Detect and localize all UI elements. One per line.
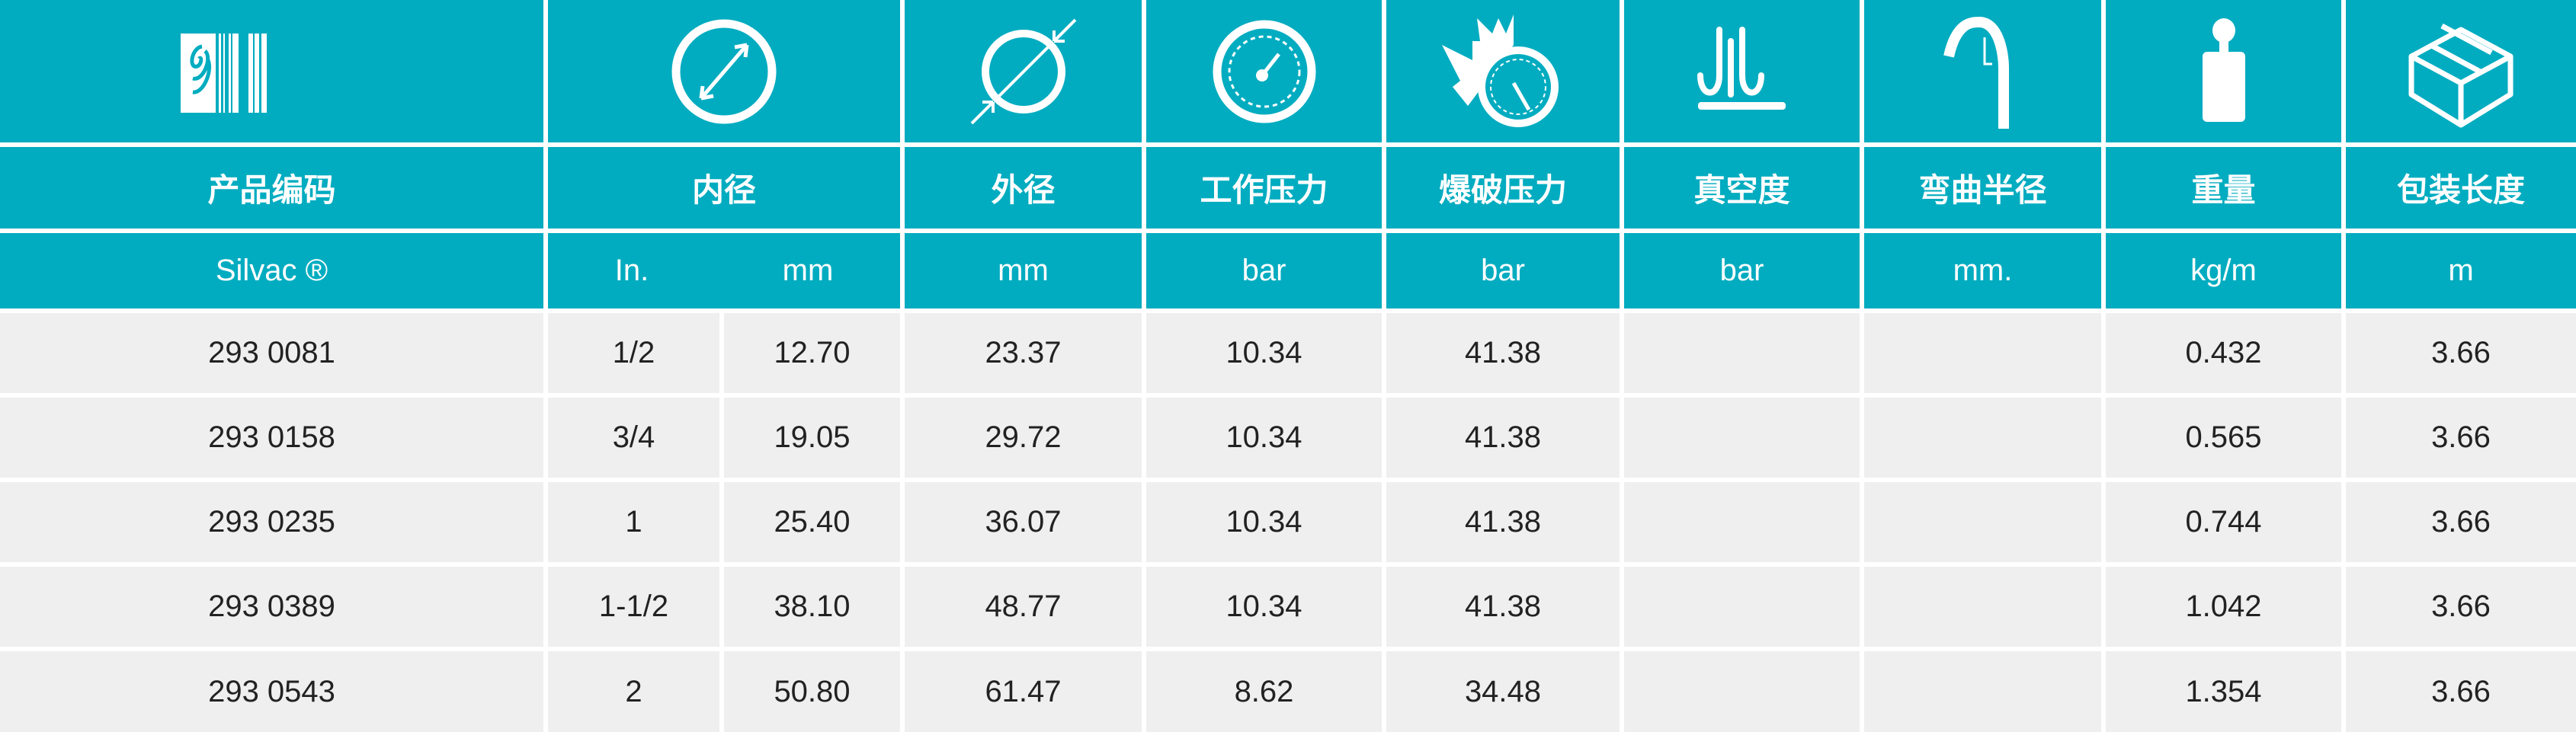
unit-wp: bar <box>1146 233 1382 308</box>
outer-diameter-icon <box>970 18 1076 124</box>
cell-bp: 41.38 <box>1386 567 1620 647</box>
cell-length: 3.66 <box>2346 398 2576 478</box>
cell-code: 293 0389 <box>0 567 543 647</box>
header-package-length: 包装长度 <box>2346 147 2576 229</box>
header-inner-diameter: 内径 <box>548 147 900 229</box>
icon-cell-package-length <box>2346 0 2576 142</box>
cell-in: 1-1/2 <box>548 567 719 647</box>
icon-cell-vacuum <box>1624 0 1860 142</box>
unit-od: mm <box>905 233 1142 308</box>
unit-length: m <box>2346 233 2576 308</box>
cell-weight: 0.744 <box>2106 482 2341 562</box>
bend-radius-icon <box>1943 16 2009 129</box>
header-vacuum: 真空度 <box>1624 147 1860 229</box>
burst-pressure-icon <box>1442 14 1559 127</box>
unit-id-in: In. <box>614 254 649 287</box>
cell-length: 3.66 <box>2346 651 2576 732</box>
cell-vac <box>1624 567 1860 647</box>
cell-in: 3/4 <box>548 398 719 478</box>
header-working-pressure: 工作压力 <box>1146 147 1382 229</box>
weight-icon <box>2202 18 2245 122</box>
cell-vac <box>1624 313 1860 393</box>
cell-od: 29.72 <box>905 398 1142 478</box>
barcode-logo-icon <box>180 33 267 113</box>
cell-od: 61.47 <box>905 651 1142 732</box>
cell-length: 3.66 <box>2346 567 2576 647</box>
cell-in: 2 <box>548 651 719 732</box>
inner-diameter-icon <box>671 19 777 123</box>
cell-code: 293 0235 <box>0 482 543 562</box>
cell-mm: 19.05 <box>724 398 900 478</box>
cell-bp: 41.38 <box>1386 313 1620 393</box>
package-box-icon <box>2408 23 2514 127</box>
icon-cell-bend-radius <box>1864 0 2101 142</box>
cell-wp: 10.34 <box>1146 313 1382 393</box>
cell-weight: 1.354 <box>2106 651 2341 732</box>
cell-mm: 12.70 <box>724 313 900 393</box>
cell-weight: 0.565 <box>2106 398 2341 478</box>
icon-cell-working-pressure <box>1146 0 1382 142</box>
cell-vac <box>1624 482 1860 562</box>
unit-bp: bar <box>1386 233 1620 308</box>
cell-length: 3.66 <box>2346 313 2576 393</box>
header-outer-diameter: 外径 <box>905 147 1142 229</box>
header-burst-pressure: 爆破压力 <box>1386 147 1620 229</box>
unit-weight: kg/m <box>2106 233 2341 308</box>
icon-cell-outer-diameter <box>905 0 1142 142</box>
cell-weight: 0.432 <box>2106 313 2341 393</box>
unit-id-mm: mm <box>782 254 834 287</box>
header-bend-radius: 弯曲半径 <box>1864 147 2101 229</box>
icon-cell-burst-pressure <box>1386 0 1620 142</box>
cell-wp: 10.34 <box>1146 482 1382 562</box>
cell-weight: 1.042 <box>2106 567 2341 647</box>
cell-wp: 10.34 <box>1146 567 1382 647</box>
unit-vacuum: bar <box>1624 233 1860 308</box>
icon-cell-code <box>0 0 543 142</box>
cell-wp: 10.34 <box>1146 398 1382 478</box>
icon-cell-inner-diameter <box>548 0 900 142</box>
cell-code: 293 0158 <box>0 398 543 478</box>
cell-code: 293 0081 <box>0 313 543 393</box>
header-product-code: 产品编码 <box>0 147 543 229</box>
cell-bp: 41.38 <box>1386 482 1620 562</box>
cell-bend <box>1864 567 2101 647</box>
cell-bend <box>1864 313 2101 393</box>
cell-mm: 38.10 <box>724 567 900 647</box>
cell-bp: 34.48 <box>1386 651 1620 732</box>
icon-cell-weight <box>2106 0 2341 142</box>
unit-bend: mm. <box>1864 233 2101 308</box>
cell-bp: 41.38 <box>1386 398 1620 478</box>
cell-length: 3.66 <box>2346 482 2576 562</box>
cell-code: 293 0543 <box>0 651 543 732</box>
cell-mm: 50.80 <box>724 651 900 732</box>
vacuum-icon <box>1697 26 1786 110</box>
unit-code: Silvac ® <box>0 233 543 308</box>
cell-bend <box>1864 651 2101 732</box>
cell-od: 23.37 <box>905 313 1142 393</box>
cell-in: 1 <box>548 482 719 562</box>
pressure-gauge-icon <box>1213 20 1315 123</box>
cell-vac <box>1624 651 1860 732</box>
cell-vac <box>1624 398 1860 478</box>
cell-in: 1/2 <box>548 313 719 393</box>
cell-mm: 25.40 <box>724 482 900 562</box>
cell-od: 48.77 <box>905 567 1142 647</box>
unit-inner-diameter: In. mm <box>548 233 900 308</box>
cell-bend <box>1864 398 2101 478</box>
header-weight: 重量 <box>2106 147 2341 229</box>
cell-wp: 8.62 <box>1146 651 1382 732</box>
cell-od: 36.07 <box>905 482 1142 562</box>
cell-bend <box>1864 482 2101 562</box>
